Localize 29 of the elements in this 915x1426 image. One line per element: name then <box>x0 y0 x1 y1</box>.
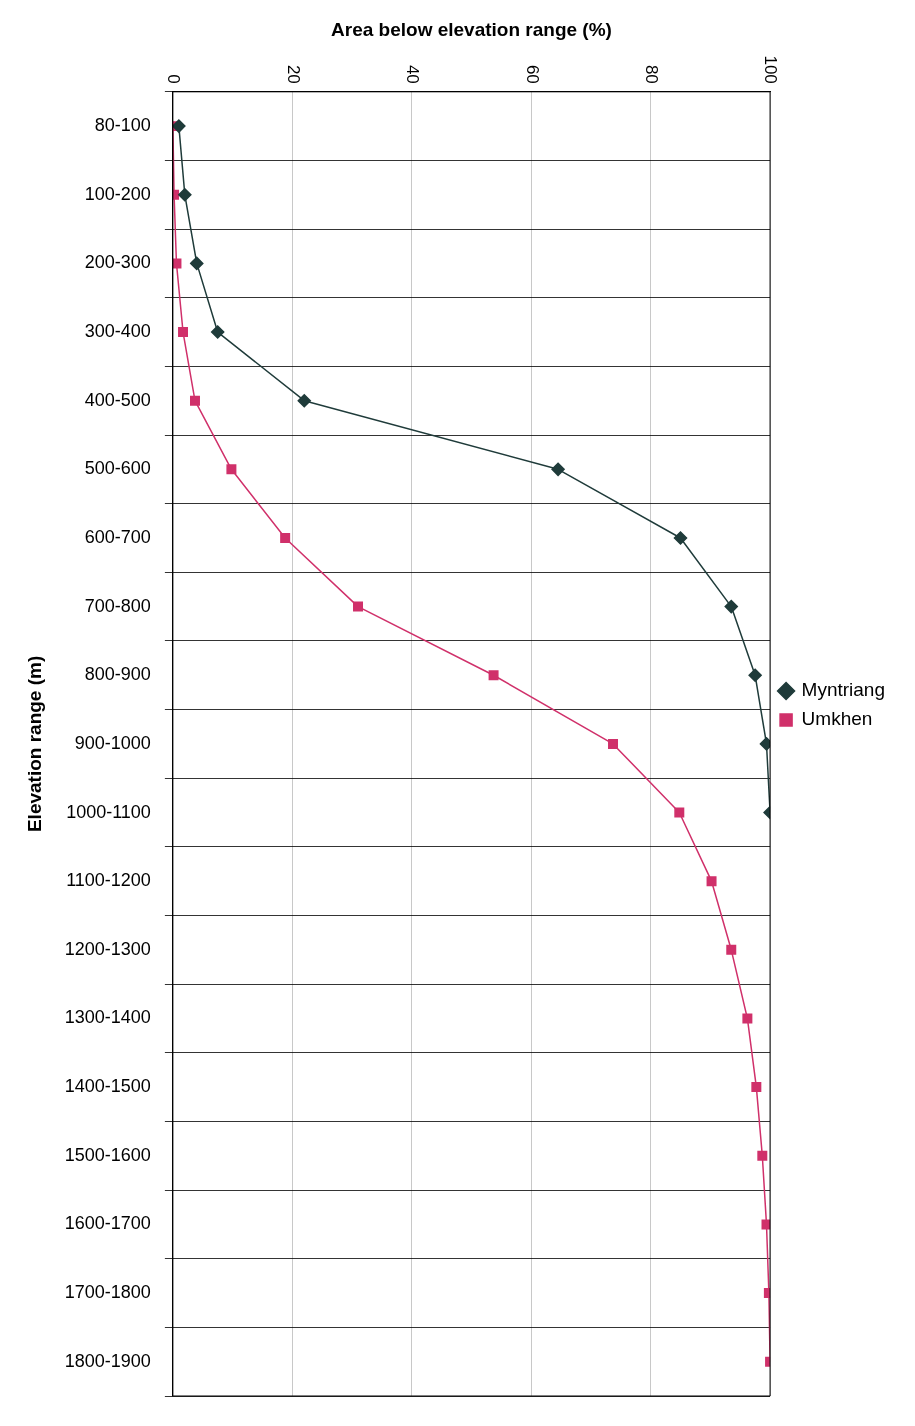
x-tick-label: 0 <box>164 74 184 84</box>
y-tick-label: 1300-1400 <box>64 1007 151 1028</box>
legend-label: Umkhen <box>801 708 873 730</box>
x-tick-label: 20 <box>283 64 303 84</box>
y-tick-label: 1400-1500 <box>64 1076 151 1097</box>
y-tick-label: 300-400 <box>84 321 151 342</box>
x-tick-label: 40 <box>403 64 423 84</box>
x-tick-label: 80 <box>641 64 661 84</box>
x-tick-label: 60 <box>522 64 542 84</box>
y-tick-label: 600-700 <box>84 526 151 547</box>
y-tick-label: 500-600 <box>84 458 151 479</box>
y-tick-label: 400-500 <box>84 389 151 410</box>
y-tick-label: 100-200 <box>84 183 151 204</box>
x-axis-title: Area below elevation range (%) <box>331 18 612 40</box>
y-tick-label: 80-100 <box>94 115 151 136</box>
y-tick-label: 700-800 <box>84 595 151 616</box>
y-tick-label: 1000-1100 <box>66 801 151 822</box>
y-tick-label: 1200-1300 <box>64 938 151 959</box>
legend-label: Myntriang <box>801 679 885 701</box>
y-axis-title: Elevation range (m) <box>23 655 45 833</box>
x-tick-label: 100 <box>761 55 781 84</box>
y-tick-label: 1500-1600 <box>64 1144 151 1165</box>
y-tick-label: 800-900 <box>84 664 151 685</box>
y-tick-label: 1600-1700 <box>64 1213 151 1234</box>
y-tick-label: 1700-1800 <box>64 1282 151 1303</box>
y-tick-label: 900-1000 <box>74 732 151 753</box>
y-tick-label: 200-300 <box>84 252 151 273</box>
y-tick-label: 1800-1900 <box>64 1350 151 1371</box>
y-tick-label: 1100-1200 <box>66 870 151 891</box>
